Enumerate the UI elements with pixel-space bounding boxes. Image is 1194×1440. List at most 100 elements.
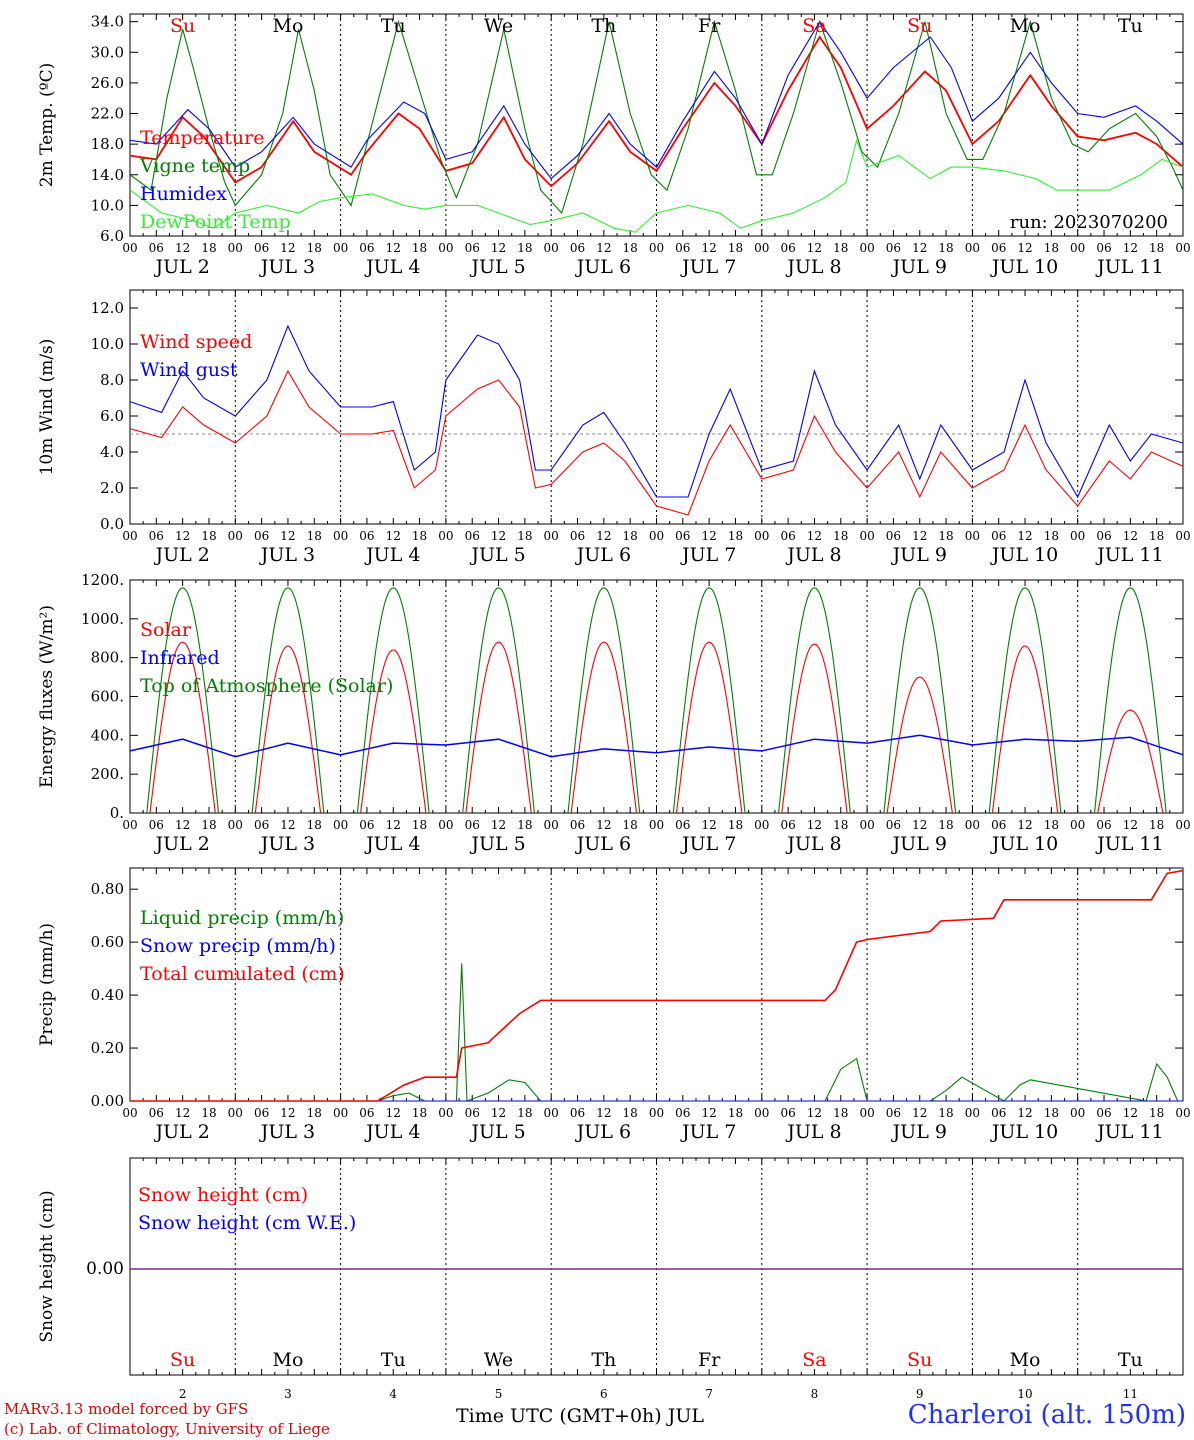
hour-tick-label: 06 — [1096, 529, 1111, 543]
series-line — [462, 587, 535, 814]
y-tick-label: 18.0 — [91, 135, 124, 153]
hour-tick-label: 00 — [228, 1106, 243, 1120]
weekday-label: Th — [591, 1349, 616, 1371]
series-line — [129, 369, 1184, 516]
hour-tick-label: 00 — [649, 529, 664, 543]
hour-tick-label: 00 — [649, 1106, 664, 1120]
hour-tick-label: 18 — [728, 1106, 743, 1120]
y-tick-label: 200. — [91, 765, 124, 783]
hour-tick-label: 00 — [544, 818, 559, 832]
y-tick-label: 0. — [110, 804, 124, 822]
y-axis-label: Energy fluxes (W/m²) — [37, 605, 57, 788]
hour-tick-label: 06 — [1096, 1106, 1111, 1120]
hour-tick-label: 00 — [1175, 529, 1190, 543]
hour-tick-label: 18 — [1044, 529, 1059, 543]
hour-tick-label: 00 — [333, 529, 348, 543]
hour-tick-label: 18 — [201, 529, 216, 543]
legend-entry: Total cumulated (cm) — [140, 963, 345, 985]
hour-tick-label: 18 — [1044, 1106, 1059, 1120]
hour-tick-label: 12 — [1123, 529, 1138, 543]
hour-tick-label: 00 — [544, 241, 559, 255]
date-label: JUL 4 — [364, 1121, 420, 1143]
hour-tick-label: 00 — [965, 1106, 980, 1120]
y-tick-label: 2.0 — [100, 479, 124, 497]
weekday-label: Su — [907, 15, 932, 37]
hour-tick-label: 18 — [517, 818, 532, 832]
series-line — [254, 645, 322, 814]
hour-tick-label: 12 — [596, 529, 611, 543]
hour-tick-label: 00 — [122, 529, 137, 543]
y-tick-label: 12.0 — [91, 299, 124, 317]
hour-tick-label: 12 — [175, 818, 190, 832]
hour-tick-label: 12 — [596, 818, 611, 832]
hour-tick-label: 18 — [307, 1106, 322, 1120]
hour-tick-label: 12 — [912, 1106, 927, 1120]
hour-tick-label: 18 — [1149, 529, 1164, 543]
weekday-label: We — [484, 1349, 513, 1371]
y-tick-label: 22.0 — [91, 105, 124, 123]
hour-tick-label: 18 — [307, 818, 322, 832]
hour-tick-label: 18 — [1149, 241, 1164, 255]
hour-tick-label: 18 — [833, 818, 848, 832]
hour-tick-label: 06 — [254, 818, 269, 832]
hour-tick-label: 12 — [807, 1106, 822, 1120]
day-number-label: 8 — [811, 1387, 819, 1401]
y-tick-label: 400. — [91, 726, 124, 744]
hour-tick-label: 18 — [412, 529, 427, 543]
hour-tick-label: 06 — [886, 1106, 901, 1120]
hour-tick-label: 00 — [859, 1106, 874, 1120]
hour-tick-label: 12 — [912, 241, 927, 255]
legend-entry: Snow height (cm) — [138, 1184, 308, 1206]
hour-tick-label: 00 — [859, 241, 874, 255]
day-number-label: 11 — [1123, 1387, 1138, 1401]
hour-tick-label: 12 — [1123, 818, 1138, 832]
date-label: JUL 8 — [785, 544, 841, 566]
day-number-label: 9 — [916, 1387, 924, 1401]
hour-tick-label: 12 — [807, 241, 822, 255]
hour-tick-label: 12 — [491, 529, 506, 543]
series-line — [129, 19, 1184, 215]
weekday-label: Su — [170, 15, 195, 37]
hour-tick-label: 00 — [965, 818, 980, 832]
y-tick-label: 6.0 — [100, 407, 124, 425]
date-label: JUL 10 — [990, 833, 1058, 855]
legend-entry: Wind speed — [140, 331, 252, 353]
date-label: JUL 6 — [575, 833, 631, 855]
date-label: JUL 7 — [680, 544, 736, 566]
hour-tick-label: 12 — [596, 1106, 611, 1120]
hour-tick-label: 18 — [623, 241, 638, 255]
y-tick-label: 30.0 — [91, 43, 124, 61]
hour-tick-label: 00 — [1070, 818, 1085, 832]
date-label: JUL 7 — [680, 1121, 736, 1143]
series-line — [886, 676, 953, 814]
hour-tick-label: 12 — [596, 241, 611, 255]
series-line — [356, 587, 430, 814]
series-line — [781, 643, 848, 814]
hour-tick-label: 06 — [991, 241, 1006, 255]
weekday-label: Mo — [1010, 1349, 1041, 1371]
series-line — [778, 587, 851, 814]
hour-tick-label: 06 — [780, 241, 795, 255]
hour-tick-label: 18 — [833, 241, 848, 255]
hour-tick-label: 06 — [359, 818, 374, 832]
y-tick-label: 600. — [91, 688, 124, 706]
date-label: JUL 4 — [364, 544, 420, 566]
legend-entry: Vigne temp — [139, 155, 250, 177]
hour-tick-label: 18 — [1044, 241, 1059, 255]
series-line — [360, 649, 427, 814]
hour-tick-label: 06 — [149, 1106, 164, 1120]
hour-tick-label: 18 — [833, 1106, 848, 1120]
hour-tick-label: 18 — [412, 1106, 427, 1120]
date-label: JUL 10 — [990, 544, 1058, 566]
date-label: JUL 10 — [990, 1121, 1058, 1143]
series-line — [251, 587, 325, 814]
hour-tick-label: 06 — [254, 241, 269, 255]
series-line — [672, 587, 746, 814]
hour-tick-label: 06 — [465, 529, 480, 543]
hour-tick-label: 12 — [386, 529, 401, 543]
hour-tick-label: 00 — [333, 241, 348, 255]
hour-tick-label: 18 — [1044, 818, 1059, 832]
weekday-label: Tu — [381, 15, 406, 37]
hour-tick-label: 12 — [491, 818, 506, 832]
y-tick-label: 8.0 — [100, 371, 124, 389]
